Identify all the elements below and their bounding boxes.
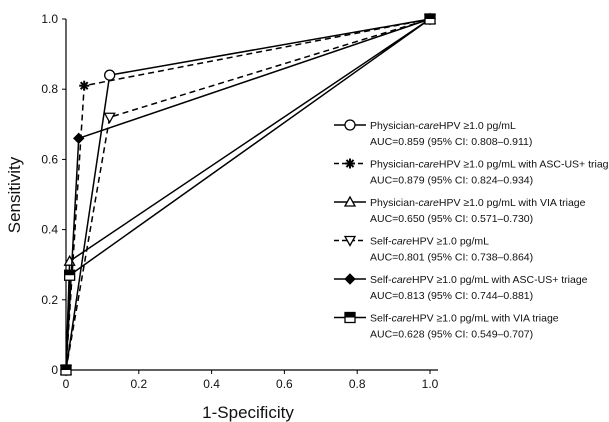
marker-shape — [79, 81, 89, 90]
legend-marker — [344, 119, 356, 131]
marker-shape — [344, 273, 356, 285]
legend-label: Self-careHPV ≥1.0 pg/mL with ASC-US+ tri… — [370, 274, 588, 286]
legend-label: Physician-careHPV ≥1.0 pg/mL with VIA tr… — [370, 197, 586, 209]
marker-shape — [64, 270, 75, 276]
y-tick-label: 0.4 — [41, 223, 58, 237]
y-tick-label: 0.2 — [41, 293, 58, 307]
legend-marker — [344, 273, 356, 285]
marker-shape — [345, 312, 355, 318]
x-axis-label: 1-Specificity — [202, 403, 294, 422]
data-point — [63, 269, 76, 281]
legend-entry-1: Physician-careHPV ≥1.0 pg/mL AUC=0.859 (9… — [334, 119, 532, 148]
legend: Physician-careHPV ≥1.0 pg/mL AUC=0.859 (9… — [334, 119, 609, 341]
legend-marker — [345, 158, 355, 169]
axes: 0 0.2 0.4 0.6 0.8 1.0 0 0.2 0.4 0.6 0.8 1.0 — [41, 12, 438, 391]
series-line — [65, 18, 431, 371]
legend-entry-3: Physician-careHPV ≥1.0 pg/mL with VIA tr… — [334, 195, 586, 225]
marker-shape — [104, 69, 116, 81]
legend-label: Self-careHPV ≥1.0 pg/mL with VIA triage — [370, 313, 559, 325]
legend-entry-2: Physician-careHPV ≥1.0 pg/mL with ASC-US… — [334, 158, 609, 187]
legend-auc: AUC=0.801 (95% CI: 0.738–0.864) — [370, 252, 533, 264]
marker-shape — [103, 112, 116, 124]
x-tick-label: 0.6 — [276, 377, 293, 391]
legend-auc: AUC=0.628 (95% CI: 0.549–0.707) — [370, 329, 533, 341]
marker-shape — [344, 119, 356, 131]
legend-label: Physician-careHPV ≥1.0 pg/mL with ASC-US… — [370, 159, 609, 171]
series-6 — [60, 13, 436, 376]
legend-entry-5: Self-careHPV ≥1.0 pg/mL with ASC-US+ tri… — [334, 273, 588, 302]
marker-shape — [343, 235, 357, 247]
legend-marker — [344, 311, 356, 324]
legend-marker — [343, 195, 357, 207]
x-tick-label: 0 — [63, 377, 70, 391]
x-tick-label: 0.4 — [203, 377, 220, 391]
data-point — [424, 13, 436, 25]
legend-auc: AUC=0.813 (95% CI: 0.744–0.881) — [370, 290, 533, 302]
x-tick-label: 0.2 — [130, 377, 147, 391]
data-point — [79, 80, 90, 91]
marker-shape — [345, 159, 355, 168]
y-tick-label: 1.0 — [41, 12, 58, 26]
plot-area — [59, 12, 437, 377]
legend-label: Self-careHPV ≥1.0 pg/mL — [370, 236, 489, 248]
legend-label: Physician-careHPV ≥1.0 pg/mL — [370, 120, 516, 132]
y-axis-label: Sensitivity — [5, 156, 24, 233]
data-point — [73, 132, 85, 145]
x-tick-label: 0.8 — [349, 377, 366, 391]
data-point — [103, 112, 116, 124]
data-point — [60, 364, 72, 376]
legend-auc: AUC=0.650 (95% CI: 0.571–0.730) — [370, 213, 533, 225]
marker-shape — [73, 132, 85, 145]
legend-marker — [343, 235, 357, 247]
marker-shape — [425, 14, 435, 19]
legend-auc: AUC=0.879 (95% CI: 0.824–0.934) — [370, 175, 533, 187]
x-tick-label: 1.0 — [422, 377, 439, 391]
legend-entry-4: Self-careHPV ≥1.0 pg/mL AUC=0.801 (95% CI… — [334, 236, 533, 264]
y-tick-label: 0.6 — [41, 152, 58, 166]
y-tick-label: 0.8 — [41, 82, 58, 96]
data-point — [104, 69, 116, 81]
y-tick-label: 0 — [51, 363, 58, 377]
legend-entry-6: Self-careHPV ≥1.0 pg/mL with VIA triage A… — [334, 311, 559, 341]
legend-auc: AUC=0.859 (95% CI: 0.808–0.911) — [370, 136, 532, 148]
marker-shape — [61, 365, 71, 370]
marker-shape — [343, 195, 357, 207]
